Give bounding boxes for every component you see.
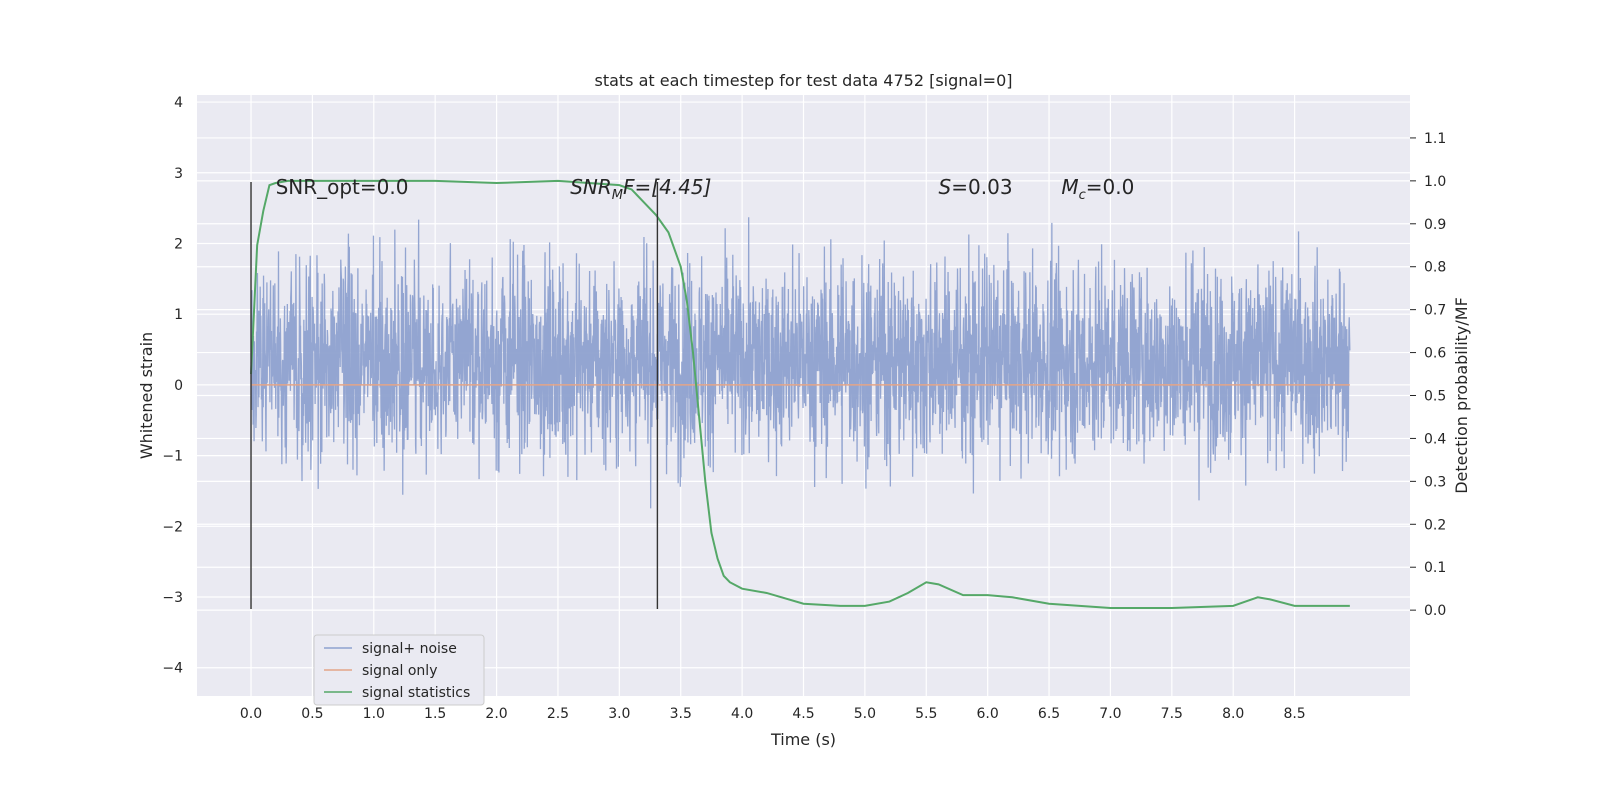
annotation-snr-mf: SNRMF=[4.45] [570, 175, 711, 203]
y-tick-label-left: −1 [162, 449, 183, 465]
x-tick-label: 7.5 [1161, 706, 1183, 722]
y-tick-label-right: 0.4 [1424, 431, 1446, 447]
y-tick-label-right: 0.1 [1424, 560, 1446, 576]
x-tick-label: 0.0 [240, 706, 262, 722]
y-tick-label-left: 1 [174, 307, 183, 323]
annotation-snr-mf-rest: F=[4.45] [623, 175, 711, 199]
annotation-snr-mf-main: SNR [570, 175, 612, 199]
legend-box [313, 634, 485, 706]
annotation-s: S=0.03 [939, 175, 1013, 199]
vertical-markers [250, 181, 659, 610]
signal-statistics-line [250, 179, 1350, 609]
x-tick-label: 8.5 [1283, 706, 1305, 722]
series-signal-plus-noise [250, 217, 1351, 509]
annotation-mc-rest: =0.0 [1086, 175, 1135, 199]
legend: signal+ noise signal only signal statist… [313, 634, 485, 706]
y-tick-label-right: 0.7 [1424, 303, 1446, 319]
y-axis-label-left: Whitened strain [137, 332, 156, 459]
signal-plus-noise-line [250, 217, 1351, 509]
annotation-snr-opt: SNR_opt=0.0 [276, 175, 409, 199]
annotation-mc-sub: c [1079, 188, 1086, 203]
y-tick-label-left: −4 [162, 661, 183, 677]
x-tick-label: 6.5 [1038, 706, 1060, 722]
y-tick-label-right: 0.6 [1424, 346, 1446, 362]
legend-label-signal-only: signal only [362, 663, 437, 679]
series-lines [250, 179, 1350, 609]
y-tick-label-right: 1.0 [1424, 174, 1446, 190]
legend-label-signal-plus-noise: signal+ noise [362, 641, 457, 657]
x-tick-label: 6.0 [977, 706, 999, 722]
x-tick-label: 2.5 [547, 706, 569, 722]
annotation-snr-mf-sub: M [612, 188, 623, 203]
x-tick-label: 7.0 [1099, 706, 1121, 722]
y-tick-label-right: 0.9 [1424, 217, 1446, 233]
legend-label-signal-statistics: signal statistics [362, 685, 470, 701]
tick-labels: 0.0 0.5 1.0 1.5 2.0 2.5 3.0 3.5 4.0 4.5 5.0 5.5 6.0 6… [162, 95, 1446, 722]
x-tick-label: 5.5 [915, 706, 937, 722]
y-tick-label-right: 0.5 [1424, 389, 1446, 405]
y-tick-label-left: −3 [162, 590, 183, 606]
x-tick-label: 1.5 [424, 706, 446, 722]
x-tick-label: 3.5 [670, 706, 692, 722]
annotation-mc: Mc=0.0 [1061, 175, 1134, 203]
x-tick-label: 3.0 [608, 706, 630, 722]
annotation-s-main: S [939, 175, 952, 199]
y-tick-label-left: −2 [162, 519, 183, 535]
x-tick-label: 2.0 [485, 706, 507, 722]
annotation-mc-main: M [1061, 175, 1078, 199]
y-axis-label-right: Detection probability/MF [1452, 297, 1471, 494]
y-tick-label-left: 0 [174, 378, 183, 394]
y-tick-label-right: 0.2 [1424, 517, 1446, 533]
y-tick-label-right: 1.1 [1424, 131, 1446, 147]
x-axis-label: Time (s) [770, 730, 836, 749]
y-tick-label-right: 0.8 [1424, 260, 1446, 276]
x-tick-label: 8.0 [1222, 706, 1244, 722]
x-tick-label: 1.0 [363, 706, 385, 722]
x-tick-label: 0.5 [301, 706, 323, 722]
y-tick-label-right: 0.0 [1424, 603, 1446, 619]
x-tick-label: 4.5 [792, 706, 814, 722]
y-tick-label-left: 3 [174, 166, 183, 182]
x-tick-label: 4.0 [731, 706, 753, 722]
annotation-s-rest: =0.03 [951, 175, 1012, 199]
chart-title: stats at each timestep for test data 475… [594, 71, 1012, 90]
x-tick-label: 5.0 [854, 706, 876, 722]
y-tick-label-left: 4 [174, 95, 183, 111]
y-tick-label-left: 2 [174, 236, 183, 252]
y-tick-label-right: 0.3 [1424, 474, 1446, 490]
